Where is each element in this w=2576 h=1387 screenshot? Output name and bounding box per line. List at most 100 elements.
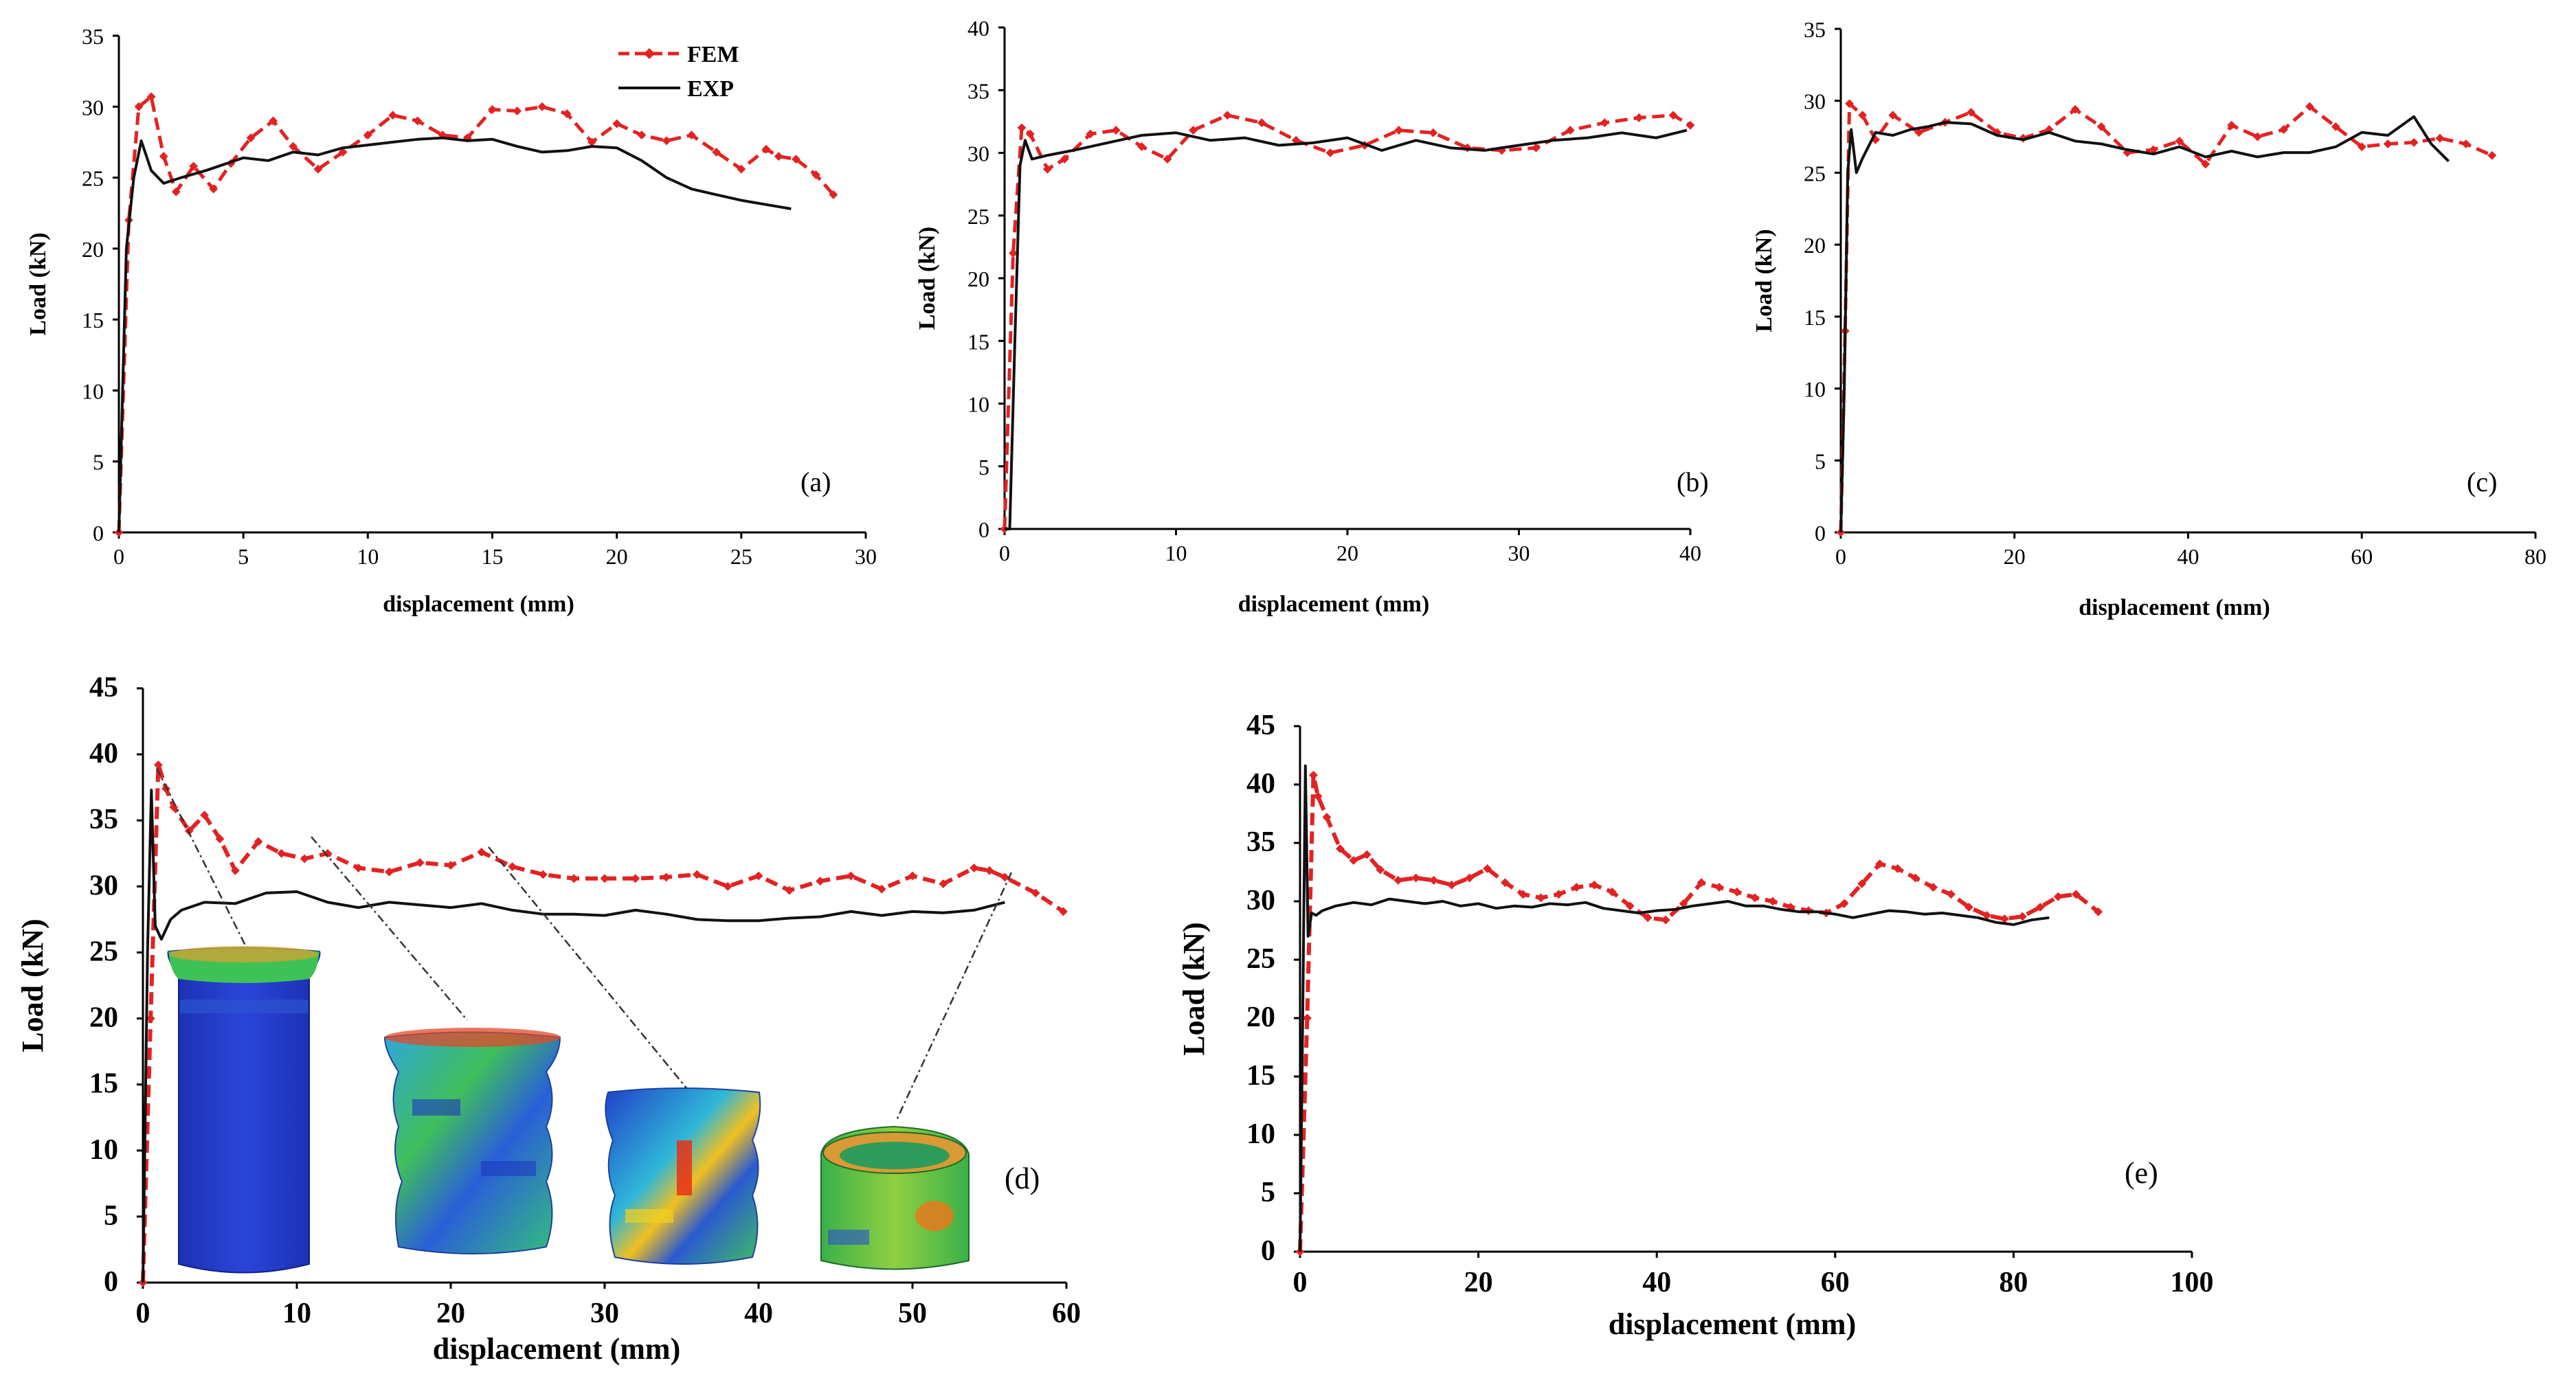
x-tick-label: 0	[136, 1298, 150, 1329]
x-tick-label: 80	[2524, 544, 2546, 569]
y-tick-label: 45	[89, 672, 118, 703]
x-tick-label: 20	[606, 544, 628, 569]
y-tick-label: 40	[967, 16, 989, 41]
y-tick-label: 0	[104, 1266, 118, 1298]
x-axis-label: displacement (mm)	[1609, 1307, 1857, 1341]
y-tick-label: 25	[1246, 943, 1275, 975]
leader-line-4	[895, 872, 1013, 1120]
y-tick-label: 35	[1246, 826, 1275, 858]
y-tick-label: 10	[967, 392, 989, 417]
x-tick-label: 30	[590, 1298, 619, 1329]
x-axis-label: displacement (mm)	[383, 591, 574, 617]
y-tick-label: 0	[1815, 521, 1826, 545]
x-tick-label: 10	[357, 544, 379, 569]
y-tick-label: 35	[82, 24, 104, 49]
y-tick-label: 15	[967, 329, 989, 354]
y-tick-label: 20	[967, 267, 989, 291]
y-axis-label: Load (kN)	[1751, 229, 1777, 332]
legend: FEM EXP	[618, 42, 739, 102]
y-tick-label: 10	[89, 1134, 118, 1166]
legend-fem-marker	[644, 48, 655, 59]
x-tick-label: 20	[436, 1298, 465, 1329]
y-tick-label: 0	[93, 521, 104, 545]
x-tick-label: 0	[999, 541, 1010, 565]
x-tick-label: 0	[113, 544, 124, 569]
y-tick-label: 5	[978, 455, 989, 480]
y-axis-label: Load (kN)	[25, 232, 51, 335]
x-tick-label: 40	[1679, 541, 1701, 565]
chart-panel-d: 0 10 20 30 40 50 60 0 5 10 15 20 25 30 35 40 45 displacem…	[16, 672, 1081, 1366]
x-tick-label: 60	[1821, 1267, 1850, 1298]
x-axis-label: displacement (mm)	[2079, 595, 2270, 620]
y-axis-label: Load (kN)	[16, 918, 49, 1052]
y-tick-label: 30	[967, 142, 989, 166]
x-tick-label: 30	[1508, 541, 1530, 565]
y-tick-label: 20	[89, 1002, 118, 1034]
y-tick-label: 10	[1804, 377, 1826, 402]
legend-item-exp: EXP	[618, 76, 734, 102]
tube-stage4-image	[820, 1125, 970, 1270]
y-tick-label: 20	[1804, 233, 1826, 258]
y-tick-label: 35	[89, 804, 118, 835]
y-tick-label: 25	[89, 936, 118, 967]
y-tick-label: 20	[1246, 1002, 1275, 1033]
x-tick-label: 60	[2351, 544, 2373, 569]
x-tick-label: 60	[1052, 1298, 1081, 1329]
y-tick-label: 45	[1246, 710, 1275, 741]
x-tick-label: 30	[855, 544, 877, 569]
x-tick-label: 20	[2004, 544, 2026, 569]
x-tick-label: 15	[482, 544, 504, 569]
y-tick-label: 25	[82, 166, 104, 191]
y-tick-label: 15	[1246, 1060, 1275, 1092]
deformation-inset	[155, 767, 1013, 1274]
y-tick-label: 20	[82, 237, 104, 262]
x-tick-label: 40	[744, 1298, 773, 1329]
series-line-exp	[117, 136, 792, 533]
panel-tag: (a)	[800, 466, 831, 497]
y-tick-label: 30	[1804, 89, 1826, 114]
y-tick-label: 25	[1804, 161, 1826, 185]
tube-stage2-image	[383, 1028, 561, 1254]
series-line-fem	[1000, 111, 1695, 534]
panel-tag: (b)	[1677, 466, 1709, 497]
x-tick-label: 20	[1336, 541, 1358, 565]
x-axis-label: displacement (mm)	[1238, 591, 1430, 617]
y-tick-label: 0	[1261, 1235, 1275, 1267]
y-tick-label: 30	[1246, 885, 1275, 916]
x-tick-label: 10	[1165, 541, 1187, 565]
y-tick-label: 40	[1246, 768, 1275, 800]
legend-exp-label: EXP	[687, 76, 734, 102]
leader-line-3	[488, 846, 688, 1090]
y-tick-label: 5	[1815, 449, 1826, 473]
panel-tag: (e)	[2125, 1156, 2158, 1190]
y-tick-label: 25	[967, 204, 989, 229]
x-tick-label: 10	[282, 1298, 311, 1329]
y-axis-label: Load (kN)	[915, 227, 940, 330]
series-line-fem	[114, 92, 838, 537]
series-line-fem	[1295, 770, 2103, 1256]
series-line-exp	[142, 789, 1005, 1283]
y-tick-label: 35	[1804, 17, 1826, 42]
x-tick-label: 5	[238, 544, 249, 569]
y-axis-label: Load (kN)	[1177, 922, 1211, 1055]
leader-line-2	[311, 836, 468, 1021]
y-tick-label: 10	[1246, 1118, 1275, 1150]
y-tick-label: 15	[89, 1068, 118, 1100]
legend-item-fem: FEM	[618, 42, 739, 67]
chart-panel-b: 0 10 20 30 40 0 5 10 15 20 25 30 35 40 displacement (m…	[915, 16, 1709, 617]
series-line-fem	[1836, 99, 2497, 537]
x-tick-label: 0	[1835, 544, 1846, 569]
x-tick-label: 50	[898, 1298, 927, 1329]
y-tick-label: 5	[1261, 1177, 1275, 1208]
x-tick-label: 40	[2177, 544, 2199, 569]
x-tick-label: 25	[730, 544, 752, 569]
tube-stage3-image	[605, 1087, 761, 1265]
series-line-fem	[138, 760, 1068, 1287]
x-tick-label: 40	[1642, 1267, 1671, 1298]
y-tick-label: 0	[978, 517, 989, 542]
series-line-exp	[1005, 128, 1688, 530]
y-tick-label: 15	[1804, 305, 1826, 330]
y-tick-label: 30	[82, 95, 104, 120]
x-tick-label: 0	[1293, 1267, 1308, 1298]
x-tick-label: 20	[1464, 1267, 1493, 1298]
